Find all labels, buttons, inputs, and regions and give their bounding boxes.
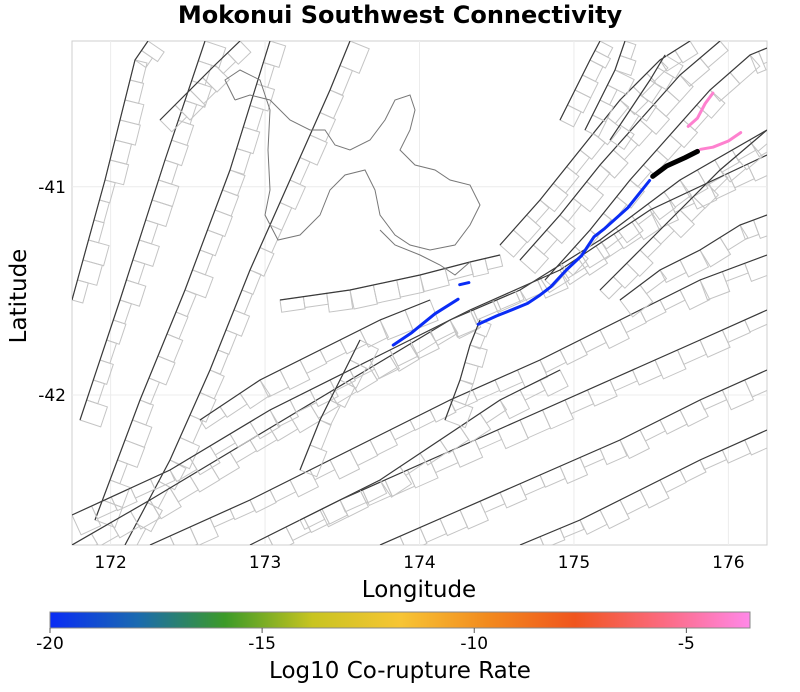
fault-trace xyxy=(72,154,767,516)
fault-trace xyxy=(444,319,481,421)
coastline xyxy=(224,69,481,251)
colorbar-tick-label: -5 xyxy=(678,634,695,654)
colorbar xyxy=(49,611,751,629)
fault-trace xyxy=(584,41,626,131)
colorbar-tick-label: -20 xyxy=(36,634,64,654)
x-axis-label: Longitude xyxy=(362,577,476,603)
fault-trace xyxy=(124,41,351,545)
fault-trace xyxy=(199,299,431,421)
rupture-5 xyxy=(686,91,715,128)
fault-trace xyxy=(149,254,767,545)
rupture-traces xyxy=(391,91,743,347)
colorbar-tick-label: -15 xyxy=(248,634,276,654)
rupture-2 xyxy=(391,297,460,347)
x-tick-label: 174 xyxy=(403,553,435,573)
fault-basemap xyxy=(72,41,767,545)
fault-trace xyxy=(159,41,241,121)
y-tick-label: -41 xyxy=(38,178,66,198)
x-axis-ticks: 172 173 174 175 176 xyxy=(94,553,744,573)
rupture-0 xyxy=(650,148,700,179)
fault-trace xyxy=(379,369,767,545)
x-tick-label: 176 xyxy=(712,553,744,573)
fault-trace xyxy=(94,41,271,521)
y-axis-label: Latitude xyxy=(6,249,32,344)
gridlines xyxy=(72,41,767,545)
fault-trace xyxy=(519,41,721,261)
colorbar-tick-label: -10 xyxy=(460,634,488,654)
x-tick-label: 175 xyxy=(558,553,590,573)
x-tick-label: 172 xyxy=(94,553,126,573)
rupture-1 xyxy=(476,179,652,326)
chart-title: Mokonui Southwest Connectivity xyxy=(178,1,623,29)
coastline xyxy=(379,229,471,276)
fault-trace xyxy=(544,47,767,281)
fault-trace xyxy=(279,254,501,301)
y-tick-label: -42 xyxy=(38,386,66,406)
fault-trace xyxy=(559,41,601,121)
x-tick-label: 173 xyxy=(249,553,281,573)
rupture-3 xyxy=(458,281,471,287)
fault-trace xyxy=(79,41,206,421)
fault-trace xyxy=(499,41,691,246)
fault-trace xyxy=(609,54,666,141)
fault-trace xyxy=(519,429,767,545)
fault-trace xyxy=(299,369,561,521)
fault-trace xyxy=(72,41,149,301)
y-axis-ticks: -41 -42 xyxy=(38,178,66,406)
fault-trace xyxy=(599,129,767,291)
colorbar-ticks: -20 -15 -10 -5 xyxy=(36,628,695,654)
fault-trace xyxy=(299,339,361,471)
colorbar-label: Log10 Co-rupture Rate xyxy=(269,658,531,684)
fault-trace xyxy=(619,214,767,301)
rupture-4 xyxy=(699,131,743,151)
